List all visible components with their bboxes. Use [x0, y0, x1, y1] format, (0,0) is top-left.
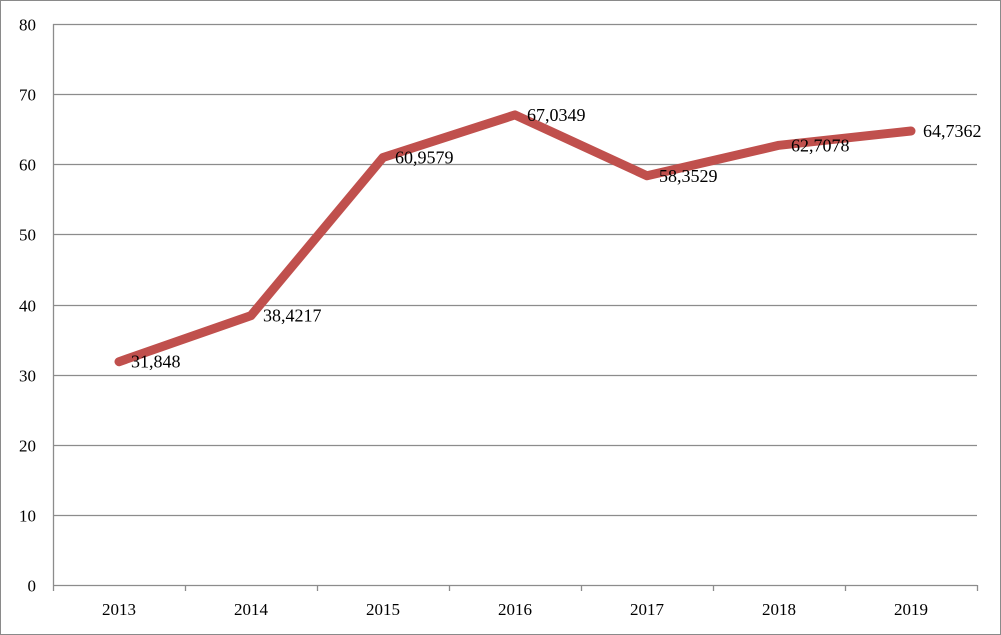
y-tick-label: 60 [19, 156, 36, 175]
y-tick-label: 30 [19, 367, 36, 386]
y-tick-label: 0 [28, 577, 37, 596]
y-tick-label: 80 [19, 16, 36, 35]
data-label: 38,4217 [263, 306, 322, 326]
y-tick-label: 70 [19, 86, 36, 105]
gridlines [53, 23, 977, 517]
x-tick-label: 2014 [234, 600, 269, 619]
y-tick-label: 10 [19, 507, 36, 526]
y-tick-label: 40 [19, 297, 36, 316]
axes [52, 24, 979, 591]
x-tick-label: 2015 [366, 600, 400, 619]
data-labels: 31,848 38,4217 60,9579 67,0349 58,3529 62,707… [131, 105, 982, 372]
x-tick-label: 2017 [630, 600, 665, 619]
data-label: 58,3529 [659, 166, 718, 186]
data-label: 60,9579 [395, 148, 454, 168]
data-label: 67,0349 [527, 105, 586, 125]
data-label: 64,7362 [923, 121, 982, 141]
series-line [114, 110, 916, 367]
y-axis-tick-labels: 0 10 20 30 40 50 60 70 80 [19, 16, 36, 596]
x-tick-label: 2018 [762, 600, 796, 619]
x-tick-label: 2016 [498, 600, 532, 619]
x-tick-label: 2013 [102, 600, 136, 619]
y-tick-label: 20 [19, 437, 36, 456]
y-tick-label: 50 [19, 226, 36, 245]
data-label: 31,848 [131, 352, 181, 372]
x-tick-label: 2019 [894, 600, 928, 619]
x-axis-tick-labels: 2013 2014 2015 2016 2017 2018 2019 [102, 600, 928, 619]
data-label: 62,7078 [791, 135, 850, 155]
series-lines [114, 110, 916, 367]
